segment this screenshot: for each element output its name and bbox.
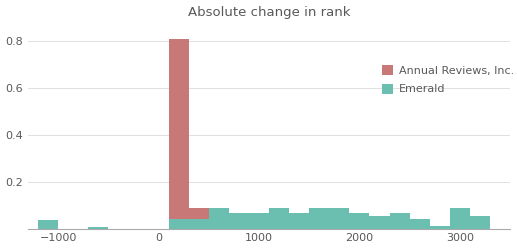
Bar xyxy=(38,220,59,229)
Bar xyxy=(390,213,410,229)
Bar xyxy=(189,207,209,229)
Bar xyxy=(289,213,309,229)
Bar xyxy=(470,216,490,229)
Bar xyxy=(209,207,229,229)
Bar xyxy=(429,226,450,229)
Bar xyxy=(349,213,369,229)
Bar xyxy=(169,39,189,229)
Bar xyxy=(229,213,249,229)
Bar xyxy=(329,207,349,229)
Bar xyxy=(410,219,429,229)
Bar xyxy=(169,219,189,229)
Title: Absolute change in rank: Absolute change in rank xyxy=(188,5,350,19)
Bar xyxy=(269,207,289,229)
Bar xyxy=(450,207,470,229)
Bar xyxy=(369,216,390,229)
Bar xyxy=(189,219,209,229)
Legend: Annual Reviews, Inc., Emerald: Annual Reviews, Inc., Emerald xyxy=(382,65,514,94)
Bar xyxy=(89,227,108,229)
Bar xyxy=(249,213,269,229)
Bar xyxy=(309,207,329,229)
